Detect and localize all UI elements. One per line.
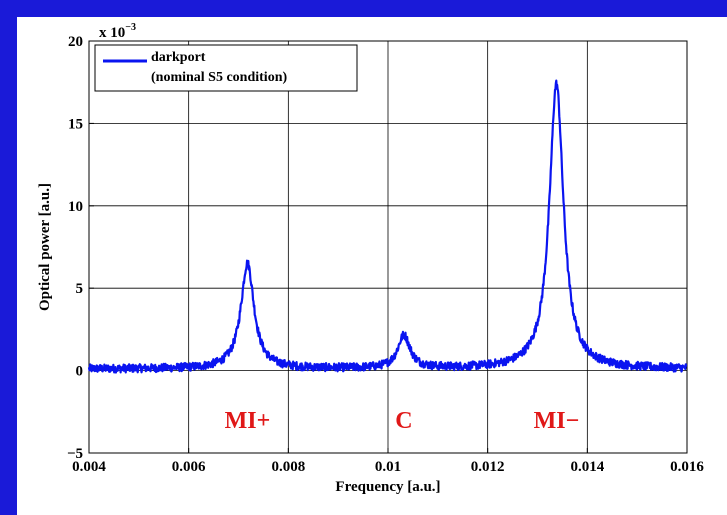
legend-label-line-2: (nominal S5 condition) [151,70,287,85]
y-tick-label: 10 [68,199,83,215]
y-tick-label: 5 [76,281,84,297]
peak-annotation: C [395,408,412,434]
y-tick-label: 15 [68,116,83,132]
line-chart: 0.004 0.006 0.008 0.01 0.012 0.014 0.016 −5 0 5 10… [37,22,704,495]
x-tick-label: 0.016 [670,459,704,475]
figure: 0.004 0.006 0.008 0.01 0.012 0.014 0.016 −5 0 5 10… [17,17,727,515]
y-scale-factor: x 10−3 [99,22,136,41]
peak-annotation: MI− [534,408,580,434]
legend: darkport (nominal S5 condition) [94,44,358,92]
annotations: MI+ C MI− [225,408,580,434]
x-tick-label: 0.008 [271,459,305,475]
peak-annotation: MI+ [225,408,271,434]
y-tick-label: 0 [76,364,84,380]
x-tick-label: 0.01 [375,459,401,475]
x-axis-label: Frequency [a.u.] [335,479,440,495]
legend-box [94,44,358,92]
grid [88,40,688,454]
y-scale-exponent: −3 [125,22,136,33]
y-axis-label: Optical power [a.u.] [37,183,53,311]
legend-label-line-1: darkport [151,50,206,65]
x-tick-label: 0.006 [172,459,206,475]
x-tick-label: 0.004 [72,459,106,475]
y-tick-label: −5 [67,446,83,462]
series-layer [87,79,688,374]
axis-ticks: 0.004 0.006 0.008 0.01 0.012 0.014 0.016 −5 0 5 10… [67,34,704,475]
y-tick-label: 20 [68,34,83,50]
series-line-darkport [87,79,688,374]
y-scale-base: x 10 [99,25,125,41]
x-tick-label: 0.012 [471,459,505,475]
x-tick-label: 0.014 [570,459,604,475]
